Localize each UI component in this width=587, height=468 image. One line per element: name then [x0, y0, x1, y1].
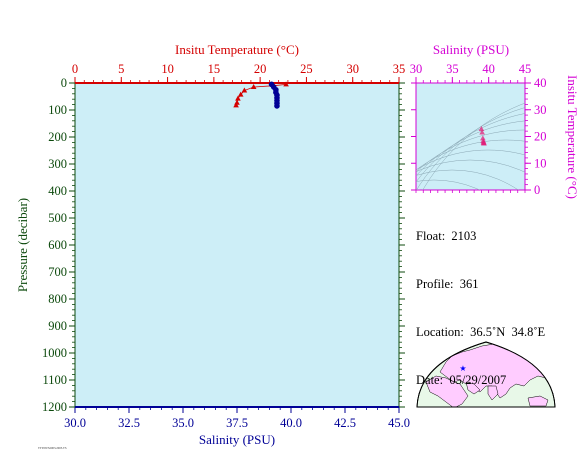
bottom-tick-label: 37.5	[226, 416, 248, 430]
top-axis-ticks: 0 5 10 15 20 25 30 35	[72, 62, 405, 83]
map-land-india	[487, 385, 499, 401]
location: Location: 36.5˚N 34.8˚E	[416, 325, 546, 339]
left-tick-label: 700	[48, 265, 67, 279]
density-isoline	[416, 159, 525, 173]
ts-right-tick-label: 20	[534, 130, 547, 144]
ts-right-axis-label: Insitu Temperature (°C)	[565, 75, 580, 199]
density-isoline	[416, 129, 525, 173]
top-tick-label: 20	[254, 62, 267, 76]
density-isoline	[416, 139, 525, 171]
ts-right-tick-label: 40	[534, 76, 547, 90]
density-isoline	[416, 169, 519, 190]
ts-top-tick-label: 45	[519, 62, 532, 76]
left-axis-ticks: 0 100 200 300 400 500 600 700 800 900 1000 1100 1200	[42, 76, 75, 414]
date: Date: 05/29/2007	[416, 373, 507, 387]
ts-point	[481, 140, 487, 146]
bottom-tick-label: 35.0	[172, 416, 194, 430]
ts-point	[480, 135, 486, 141]
right-axis-ticks	[399, 82, 405, 408]
ts-top-tick-label: 40	[482, 62, 495, 76]
top-tick-label: 15	[208, 62, 221, 76]
temperature-point	[237, 91, 244, 97]
ts-point	[478, 126, 485, 132]
ts-top-tick-label: 35	[446, 62, 459, 76]
temperature-point	[233, 102, 239, 108]
density-isoline	[416, 179, 481, 190]
ts-top-axis-ticks: 30 35 40 45	[410, 62, 532, 193]
left-tick-label: 800	[48, 292, 67, 306]
map-land-australia	[527, 395, 549, 407]
bottom-tick-label: 40.0	[280, 416, 302, 430]
ts-top-tick-label: 30	[410, 62, 423, 76]
density-isoline	[416, 149, 525, 171]
bottom-tick-label: 30.0	[64, 416, 86, 430]
float-id: Float: 2103	[416, 229, 477, 243]
left-tick-label: 500	[48, 211, 67, 225]
left-tick-label: 300	[48, 157, 67, 171]
temperature-point	[235, 95, 241, 101]
density-isolines	[416, 102, 525, 190]
temperature-point	[250, 84, 257, 90]
map-outline	[416, 341, 556, 408]
profile-series	[233, 81, 289, 109]
top-tick-label: 5	[118, 62, 124, 76]
top-axis-label: Insitu Temperature (°C)	[175, 42, 299, 57]
ts-point	[479, 129, 485, 135]
ts-top-axis-label: Salinity (PSU)	[433, 42, 509, 57]
location-star-icon: ★	[459, 364, 466, 373]
left-tick-label: 0	[61, 76, 67, 90]
left-tick-label: 200	[48, 130, 67, 144]
ts-plot-area	[415, 82, 526, 191]
left-tick-label: 1000	[42, 346, 67, 360]
bottom-tick-label: 32.5	[118, 416, 140, 430]
ts-right-tick-label: 10	[534, 156, 547, 170]
ts-series	[478, 126, 487, 146]
left-tick-label: 900	[48, 319, 67, 333]
left-axis-label: Pressure (decibar)	[15, 198, 30, 292]
left-tick-label: 1200	[42, 400, 67, 414]
bottom-axis-label: Salinity (PSU)	[199, 432, 275, 447]
top-tick-label: 10	[161, 62, 174, 76]
map-land-arabia	[465, 381, 481, 395]
bottom-axis-ticks: 30.0 32.5 35.0 37.5 40.0 42.5 45.0	[64, 407, 410, 430]
profile-number: Profile: 361	[416, 277, 479, 291]
profile-plot-area	[74, 82, 400, 408]
left-tick-label: 100	[48, 103, 67, 117]
left-tick-label: 400	[48, 184, 67, 198]
ts-right-tick-label: 30	[534, 103, 547, 117]
top-tick-label: 35	[393, 62, 406, 76]
map-land-africa	[425, 375, 469, 407]
left-tick-label: 1100	[42, 373, 67, 387]
left-tick-label: 600	[48, 238, 67, 252]
bottom-tick-label: 45.0	[388, 416, 410, 430]
profile-plot: 0 5 10 15 20 25 30 35 30.0 32.5 35.0 37.5 40.0 42.5 4…	[15, 42, 410, 447]
temperature-point	[283, 81, 289, 87]
salinity-point	[274, 103, 280, 109]
ts-right-tick-label: 0	[534, 183, 540, 197]
top-tick-label: 0	[72, 62, 78, 76]
ts-right-axis-ticks: 0 10 20 30 40	[411, 76, 547, 197]
bottom-tick-label: 42.5	[334, 416, 356, 430]
footer-text: TTT0WS2003.2003.TS	[38, 446, 67, 450]
top-tick-label: 30	[346, 62, 359, 76]
temperature-point	[241, 87, 248, 93]
float-info: Float: 2103 Profile: 361 Location: 36.5˚…	[416, 196, 545, 404]
top-tick-label: 25	[300, 62, 313, 76]
